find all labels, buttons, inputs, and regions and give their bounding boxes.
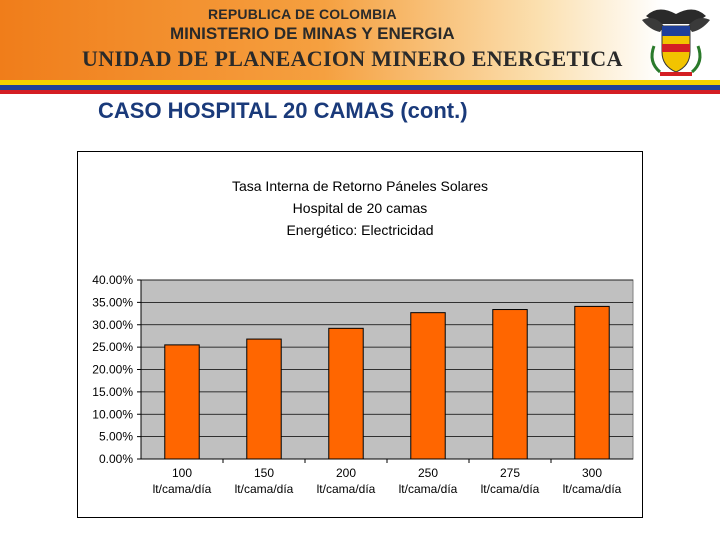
x-tick-label: 150 (254, 466, 274, 480)
x-tick-label: 100 (172, 466, 192, 480)
chart-title-line-1: Tasa Interna de Retorno Páneles Solares (231, 178, 489, 194)
y-tick-label: 15.00% (92, 385, 133, 399)
y-tick-label: 25.00% (92, 340, 133, 354)
bar (492, 309, 528, 460)
chart-title-line-2: Hospital de 20 camas (292, 200, 428, 216)
bar (410, 312, 446, 460)
y-tick-label: 0.00% (99, 452, 133, 466)
header-ministry: MINISTERIO DE MINAS Y ENERGIA (170, 24, 455, 43)
header-banner: REPUBLICA DE COLOMBIA MINISTERIO DE MINA… (0, 0, 720, 80)
header-country: REPUBLICA DE COLOMBIA (208, 6, 397, 22)
slide-title: CASO HOSPITAL 20 CAMAS (cont.) (98, 98, 468, 123)
bar-chart: 0.00% 5.00% 10.00% 15.00% 20.00% 25.00% 30.00%… (92, 273, 634, 496)
x-tick-label: lt/cama/día (153, 482, 212, 496)
x-tick-label: lt/cama/día (317, 482, 376, 496)
x-tick-label: lt/cama/día (399, 482, 458, 496)
y-tick-label: 5.00% (99, 430, 133, 444)
x-tick-label: 275 (500, 466, 520, 480)
bar (246, 338, 282, 460)
x-tick-label: 200 (336, 466, 356, 480)
flag-stripes (0, 80, 720, 94)
header-unit: UNIDAD DE PLANEACION MINERO ENERGETICA (82, 46, 623, 71)
x-tick-label: lt/cama/día (481, 482, 540, 496)
y-tick-label: 20.00% (92, 363, 133, 377)
chart-frame: Tasa Interna de Retorno Páneles Solares … (77, 151, 643, 518)
bar (164, 344, 200, 460)
x-tick-label: 300 (582, 466, 602, 480)
bar (328, 327, 364, 460)
y-tick-label: 10.00% (92, 407, 133, 421)
bar (574, 305, 610, 460)
y-tick-label: 35.00% (92, 295, 133, 309)
x-tick-label: 250 (418, 466, 438, 480)
x-tick-label: lt/cama/día (235, 482, 294, 496)
y-tick-label: 30.00% (92, 318, 133, 332)
y-tick-label: 40.00% (92, 273, 133, 287)
coat-of-arms-icon (642, 9, 710, 76)
x-tick-label: lt/cama/día (563, 482, 622, 496)
chart-title-line-3: Energético: Electricidad (286, 222, 434, 238)
